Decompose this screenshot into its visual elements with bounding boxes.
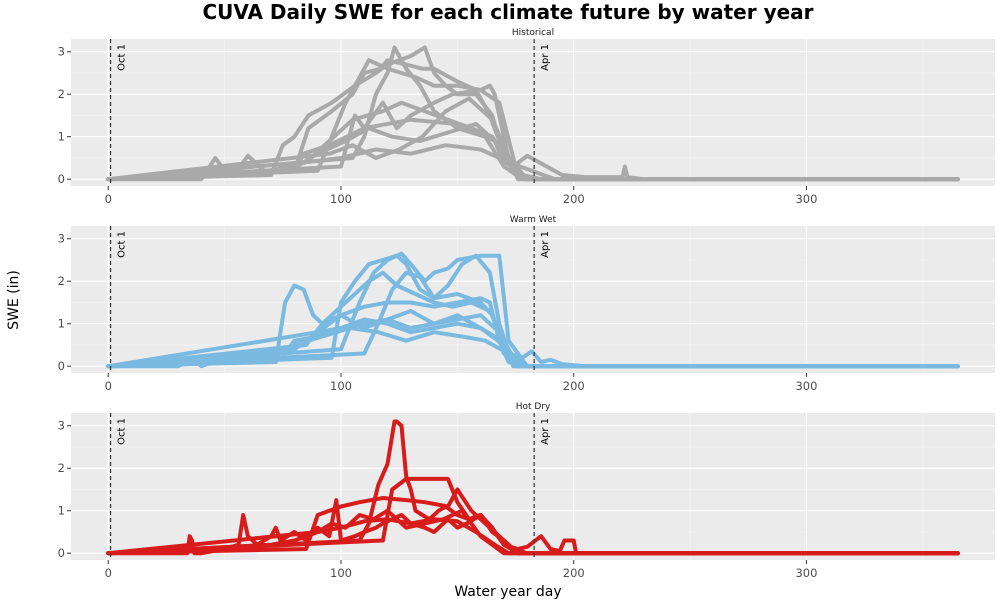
panel-background: [71, 39, 995, 186]
y-tick-label: 2: [58, 274, 65, 288]
x-tick-label: 300: [795, 379, 817, 393]
y-tick-label: 1: [58, 317, 65, 331]
y-tick-label: 2: [58, 87, 65, 101]
y-tick-label: 2: [58, 461, 65, 475]
reference-line-label: Oct 1: [117, 231, 128, 258]
series-line-historical-10: [106, 45, 960, 182]
series-line-warm-wet-4: [106, 251, 960, 369]
reference-line-label: Oct 1: [117, 418, 128, 445]
panel-title-hot-dry: Hot Dry: [516, 402, 551, 412]
x-tick-label: 300: [795, 192, 817, 206]
x-tick-label: 100: [330, 566, 352, 580]
x-tick-label: 200: [563, 566, 585, 580]
series-line-warm-wet-8: [106, 253, 960, 369]
x-tick-label: 0: [105, 566, 112, 580]
y-tick-label: 3: [58, 232, 65, 246]
y-tick-label: 3: [58, 45, 65, 59]
x-tick-label: 200: [563, 379, 585, 393]
x-tick-label: 300: [795, 566, 817, 580]
panel-warm-wet: Warm Wet Oct 1 Apr 1 0 1 2 3 0 100 200 300: [58, 215, 995, 393]
y-tick-label: 1: [58, 130, 65, 144]
panel-historical: Historical Oct 1 Apr 1 0 1 2 3 0 100 200 300: [58, 28, 995, 206]
x-tick-label: 100: [330, 192, 352, 206]
chart-title: CUVA Daily SWE for each climate future b…: [202, 0, 813, 24]
series-line-hot-dry-6: [106, 508, 960, 556]
series-line-warm-wet-5: [106, 270, 960, 369]
reference-line-label: Apr 1: [540, 418, 551, 445]
reference-line-label: Apr 1: [540, 44, 551, 71]
series-line-historical-9: [106, 143, 960, 182]
panel-hot-dry: Hot Dry Oct 1 Apr 1 0 1 2 3 0 100 200 300: [58, 402, 995, 580]
y-tick-label: 0: [58, 546, 65, 560]
series-line-hot-dry-4: [106, 476, 960, 556]
y-axis-label: SWE (in): [6, 270, 22, 330]
series-line-warm-wet-9: [106, 309, 960, 369]
reference-line-label: Oct 1: [117, 44, 128, 71]
x-axis-label: Water year day: [454, 584, 561, 600]
y-tick-label: 0: [58, 359, 65, 373]
x-tick-label: 0: [105, 192, 112, 206]
y-tick-label: 1: [58, 504, 65, 518]
reference-line-label: Apr 1: [540, 231, 551, 258]
panel-title-warm-wet: Warm Wet: [510, 215, 557, 225]
series-line-warm-wet-3: [106, 253, 960, 369]
x-tick-label: 0: [105, 379, 112, 393]
x-tick-label: 100: [330, 379, 352, 393]
y-tick-label: 3: [58, 419, 65, 433]
panel-background: [71, 413, 995, 560]
panel-title-historical: Historical: [512, 28, 554, 38]
series-line-historical-8: [106, 96, 960, 182]
y-tick-label: 0: [58, 172, 65, 186]
x-tick-label: 200: [563, 192, 585, 206]
